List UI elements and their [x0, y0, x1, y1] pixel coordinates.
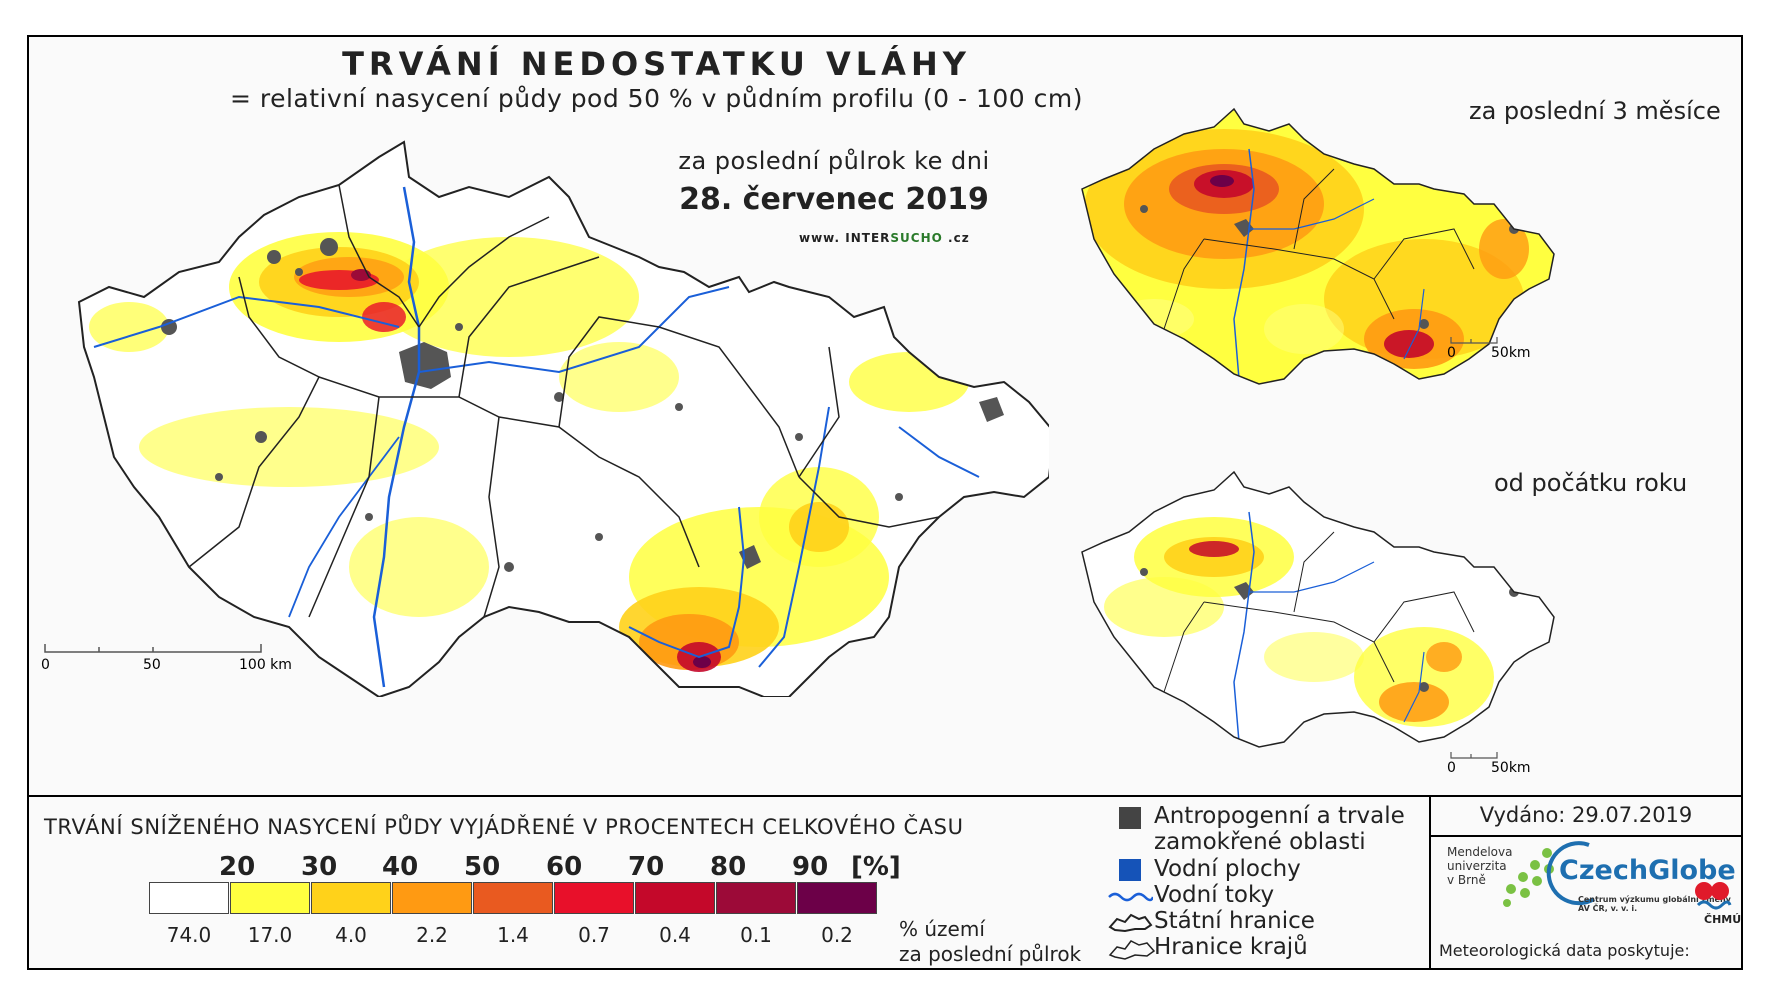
- date-label: 28. červenec 2019: [679, 182, 989, 217]
- page-subtitle: = relativní nasycení půdy pod 50 % v půd…: [229, 84, 1084, 113]
- share-label: % území za poslední půlrok: [899, 917, 1081, 967]
- website-name-part1: INTER: [845, 231, 891, 245]
- chmu-logo-icon: [1695, 882, 1732, 910]
- color-class-4: [392, 882, 472, 914]
- map-frame: TRVÁNÍ NEDOSTATKU VLÁHY = relativní nasy…: [27, 35, 1743, 970]
- share-class-3: 4.0: [335, 923, 367, 947]
- czechglobe-arc-icon: [1546, 841, 1596, 906]
- color-class-6: [554, 882, 634, 914]
- threshold-30: 30: [301, 852, 338, 882]
- share-class-7: 0.4: [659, 923, 691, 947]
- czechglobe-logo: CzechGlobe: [1559, 855, 1736, 886]
- threshold-80: 80: [710, 852, 747, 882]
- color-class-7: [635, 882, 715, 914]
- page-title: TRVÁNÍ NEDOSTATKU VLÁHY: [342, 45, 971, 83]
- inset-3months-scale-0: 0: [1447, 345, 1456, 361]
- main-map: [77, 140, 1049, 697]
- region-border-label: Hranice krajů: [1154, 934, 1308, 960]
- inset-3months-scale-bar: 0 50km: [1447, 337, 1531, 361]
- threshold-70: 70: [628, 852, 665, 882]
- threshold-60: 60: [546, 852, 583, 882]
- share-class-1: 74.0: [166, 923, 212, 947]
- share-label-line2: za poslední půlrok: [899, 942, 1082, 966]
- inset-year-scale-0: 0: [1447, 760, 1456, 776]
- czechglobe-subtitle: Centrum výzkumu globální změny AV ČR, v.…: [1578, 895, 1731, 913]
- website-prefix: www.: [799, 231, 841, 245]
- share-class-4: 2.2: [416, 923, 448, 947]
- website-suffix: .cz: [948, 231, 970, 245]
- inset-3months-scale-50: 50km: [1491, 345, 1531, 361]
- color-class-2: [230, 882, 310, 914]
- color-class-9: [797, 882, 877, 914]
- publication-separator-horizontal: [1429, 835, 1741, 837]
- threshold-40: 40: [382, 852, 419, 882]
- share-class-6: 0.7: [578, 923, 610, 947]
- inset-year-map: [1081, 470, 1555, 748]
- mendel-dots-icon: [1503, 848, 1554, 907]
- threshold-20: 20: [219, 852, 256, 882]
- water-bodies-symbol: [1119, 859, 1141, 881]
- main-scale-label-50: 50: [143, 657, 161, 672]
- legend-title: TRVÁNÍ SNÍŽENÉHO NASYCENÍ PŮDY VYJÁDŘENÉ…: [44, 815, 964, 839]
- share-class-8: 0.1: [740, 923, 772, 947]
- issued-date: Vydáno: 29.07.2019: [1479, 803, 1693, 827]
- mendel-logo: Mendelova univerzita v Brně: [1447, 845, 1512, 887]
- water-courses-label: Vodní toky: [1154, 882, 1275, 908]
- color-class-5: [473, 882, 553, 914]
- main-scale-label-0: 0: [41, 657, 50, 672]
- share-class-9: 0.2: [821, 923, 853, 947]
- threshold-90: 90: [792, 852, 829, 882]
- chmu-logo: ČHMÚ: [1704, 913, 1742, 926]
- state-border-label: Státní hranice: [1154, 908, 1315, 934]
- period-label: za poslední půlrok ke dni: [678, 147, 990, 175]
- mendel-line3: v Brně: [1447, 873, 1486, 887]
- legend-separator: [29, 795, 1741, 797]
- anthropogenic-symbol: [1119, 807, 1141, 829]
- color-class-8: [716, 882, 796, 914]
- water-courses-icon: [1108, 892, 1153, 902]
- threshold-50: 50: [464, 852, 501, 882]
- share-class-5: 1.4: [497, 923, 529, 947]
- inset-3months-map: [1081, 107, 1555, 385]
- color-class-3: [311, 882, 391, 914]
- inset-year-title: od počátku roku: [1494, 469, 1688, 497]
- main-scale-label-100: 100 km: [239, 657, 292, 672]
- czechglobe-name: CzechGlobe: [1559, 855, 1736, 886]
- data-provider-label: Meteorologická data poskytuje:: [1439, 941, 1690, 960]
- color-class-1: [149, 882, 229, 914]
- region-border-icon: [1108, 940, 1156, 960]
- anthropogenic-label: Antropogenní a trvale zamokřené oblasti: [1154, 803, 1405, 855]
- mendel-line1: Mendelova: [1447, 845, 1513, 859]
- water-bodies-label: Vodní plochy: [1154, 856, 1301, 882]
- main-scale-bar: 0 50 100 km: [41, 644, 292, 672]
- share-label-line1: % území: [899, 917, 985, 941]
- website-name-part2: SUCHO: [890, 231, 943, 245]
- inset-year-scale-50: 50km: [1491, 760, 1531, 776]
- state-border-icon: [1108, 913, 1153, 933]
- publication-separator-vertical: [1429, 797, 1431, 968]
- inset-3months-title: za poslední 3 měsíce: [1469, 97, 1721, 125]
- mendel-line2: univerzita: [1447, 859, 1507, 873]
- inset-year-scale-bar: 0 50km: [1447, 752, 1531, 776]
- share-class-2: 17.0: [247, 923, 293, 947]
- website-label[interactable]: www. INTERSUCHO .cz: [799, 231, 970, 245]
- threshold-unit: [%]: [851, 852, 901, 882]
